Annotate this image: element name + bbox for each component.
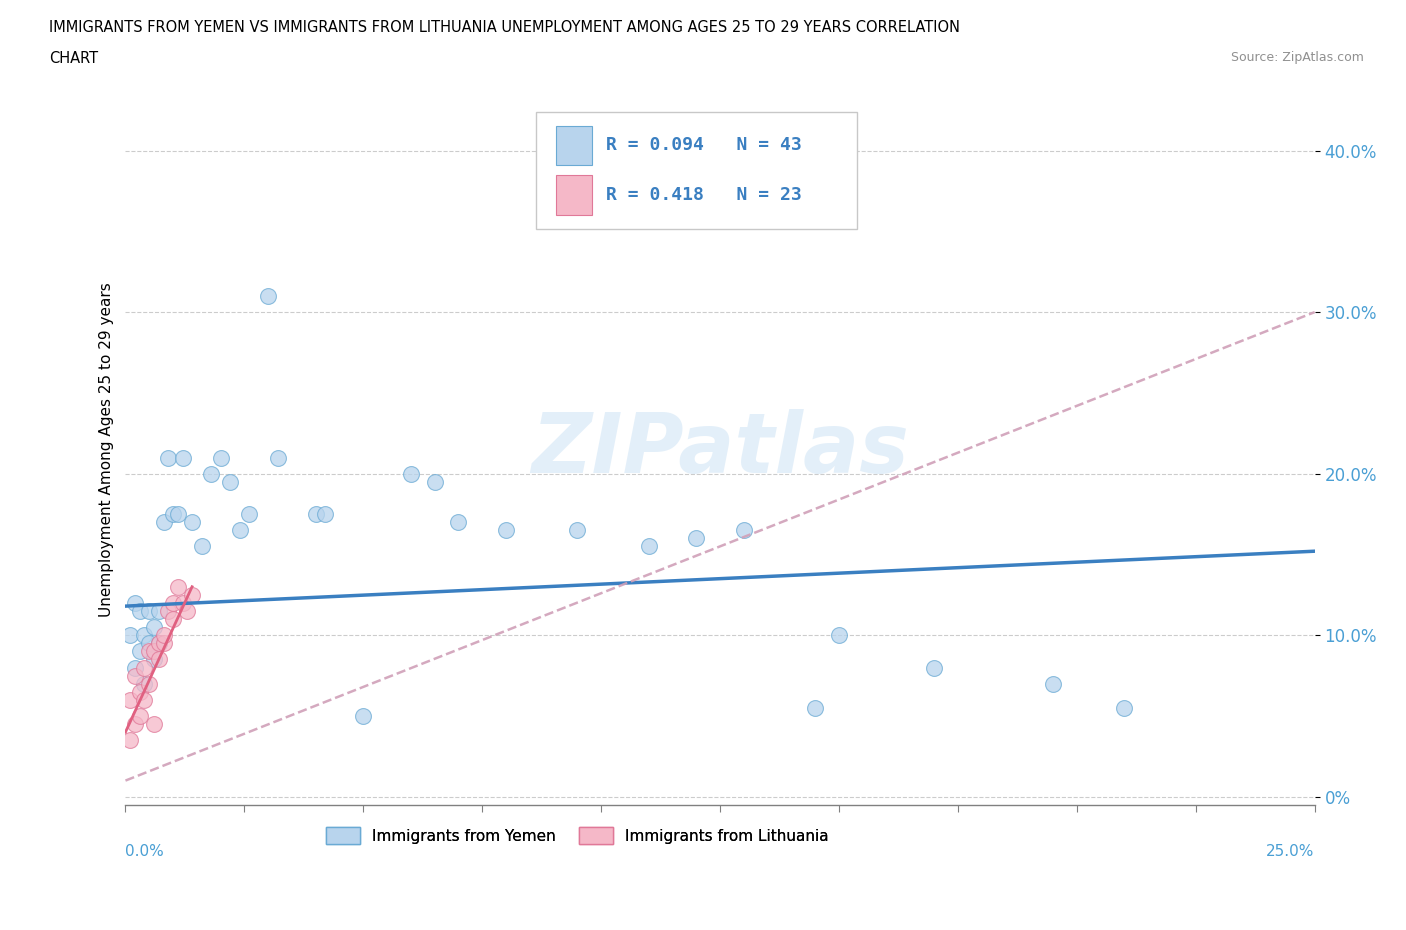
Point bbox=[157, 450, 180, 465]
Point bbox=[352, 709, 374, 724]
Point bbox=[181, 514, 204, 529]
Point bbox=[1042, 676, 1064, 691]
Point bbox=[148, 636, 170, 651]
Y-axis label: Unemployment Among Ages 25 to 29 years: Unemployment Among Ages 25 to 29 years bbox=[100, 282, 114, 617]
FancyBboxPatch shape bbox=[555, 176, 592, 215]
Point bbox=[124, 668, 146, 683]
FancyBboxPatch shape bbox=[555, 126, 592, 165]
Point bbox=[172, 450, 194, 465]
Point bbox=[152, 636, 174, 651]
Point bbox=[148, 652, 170, 667]
Point bbox=[152, 514, 174, 529]
Point bbox=[148, 604, 170, 618]
Point bbox=[152, 628, 174, 643]
Point bbox=[143, 717, 166, 732]
Text: Source: ZipAtlas.com: Source: ZipAtlas.com bbox=[1230, 51, 1364, 64]
Point bbox=[181, 588, 204, 603]
Point bbox=[200, 466, 222, 481]
Point bbox=[120, 692, 142, 707]
Point bbox=[176, 604, 198, 618]
Text: CHART: CHART bbox=[49, 51, 98, 66]
Point bbox=[267, 450, 290, 465]
Point bbox=[166, 507, 188, 522]
Point bbox=[162, 595, 184, 610]
Point bbox=[733, 523, 755, 538]
Point bbox=[134, 676, 156, 691]
Point bbox=[828, 628, 851, 643]
Point bbox=[134, 628, 156, 643]
Point bbox=[228, 523, 250, 538]
Point bbox=[447, 514, 470, 529]
Text: 25.0%: 25.0% bbox=[1267, 844, 1315, 859]
Point bbox=[134, 660, 156, 675]
Text: IMMIGRANTS FROM YEMEN VS IMMIGRANTS FROM LITHUANIA UNEMPLOYMENT AMONG AGES 25 TO: IMMIGRANTS FROM YEMEN VS IMMIGRANTS FROM… bbox=[49, 20, 960, 35]
Point bbox=[128, 644, 150, 658]
Point bbox=[138, 676, 160, 691]
Point bbox=[190, 538, 212, 553]
Point bbox=[120, 628, 142, 643]
Point bbox=[120, 733, 142, 748]
Point bbox=[128, 684, 150, 699]
Point bbox=[637, 538, 659, 553]
Point bbox=[423, 474, 446, 489]
Point bbox=[134, 692, 156, 707]
Point bbox=[257, 288, 280, 303]
Point bbox=[143, 619, 166, 634]
Point bbox=[124, 595, 146, 610]
Point bbox=[495, 523, 517, 538]
Point bbox=[219, 474, 242, 489]
Legend: Immigrants from Yemen, Immigrants from Lithuania: Immigrants from Yemen, Immigrants from L… bbox=[321, 820, 835, 850]
Point bbox=[143, 644, 166, 658]
Point bbox=[138, 604, 160, 618]
Point bbox=[399, 466, 422, 481]
Text: 0.0%: 0.0% bbox=[125, 844, 165, 859]
Point bbox=[162, 507, 184, 522]
Point bbox=[166, 579, 188, 594]
Point bbox=[162, 612, 184, 627]
Point bbox=[804, 700, 827, 715]
Point bbox=[128, 604, 150, 618]
Point bbox=[124, 660, 146, 675]
FancyBboxPatch shape bbox=[536, 112, 856, 229]
Point bbox=[305, 507, 328, 522]
Point bbox=[238, 507, 260, 522]
Point bbox=[1114, 700, 1136, 715]
Point bbox=[157, 604, 180, 618]
Point bbox=[209, 450, 232, 465]
Text: ZIPatlas: ZIPatlas bbox=[531, 409, 910, 490]
Point bbox=[143, 652, 166, 667]
Point bbox=[148, 636, 170, 651]
Text: R = 0.418   N = 23: R = 0.418 N = 23 bbox=[606, 186, 801, 204]
Point bbox=[138, 636, 160, 651]
Point bbox=[124, 717, 146, 732]
Point bbox=[685, 531, 707, 546]
Point bbox=[567, 523, 589, 538]
Point bbox=[172, 595, 194, 610]
Point bbox=[922, 660, 945, 675]
Point bbox=[128, 709, 150, 724]
Point bbox=[138, 644, 160, 658]
Text: R = 0.094   N = 43: R = 0.094 N = 43 bbox=[606, 137, 801, 154]
Point bbox=[314, 507, 336, 522]
